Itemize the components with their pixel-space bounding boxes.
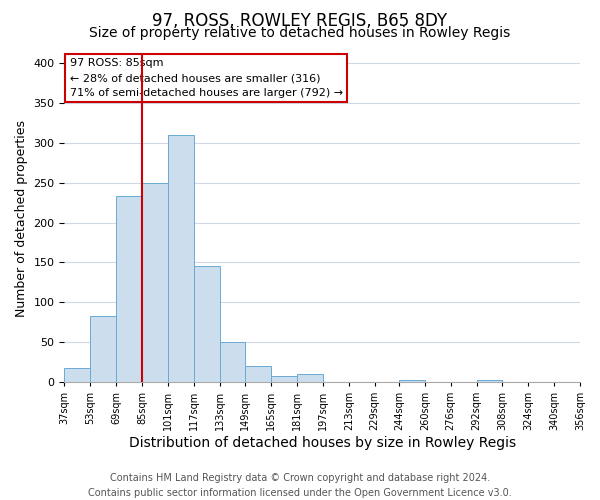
Bar — [220, 342, 245, 382]
Text: Size of property relative to detached houses in Rowley Regis: Size of property relative to detached ho… — [89, 26, 511, 40]
Y-axis label: Number of detached properties: Number of detached properties — [15, 120, 28, 317]
Bar — [476, 380, 502, 382]
Text: 97, ROSS, ROWLEY REGIS, B65 8DY: 97, ROSS, ROWLEY REGIS, B65 8DY — [152, 12, 448, 30]
Bar — [271, 376, 297, 382]
Bar — [142, 182, 168, 382]
Bar — [245, 366, 271, 382]
Bar — [297, 374, 323, 382]
X-axis label: Distribution of detached houses by size in Rowley Regis: Distribution of detached houses by size … — [128, 436, 516, 450]
Bar — [90, 316, 116, 382]
Bar — [168, 135, 194, 382]
Bar — [64, 368, 90, 382]
Text: Contains HM Land Registry data © Crown copyright and database right 2024.
Contai: Contains HM Land Registry data © Crown c… — [88, 472, 512, 498]
Bar — [194, 266, 220, 382]
Bar — [116, 196, 142, 382]
Bar — [399, 380, 425, 382]
Text: 97 ROSS: 85sqm
← 28% of detached houses are smaller (316)
71% of semi-detached h: 97 ROSS: 85sqm ← 28% of detached houses … — [70, 58, 343, 98]
